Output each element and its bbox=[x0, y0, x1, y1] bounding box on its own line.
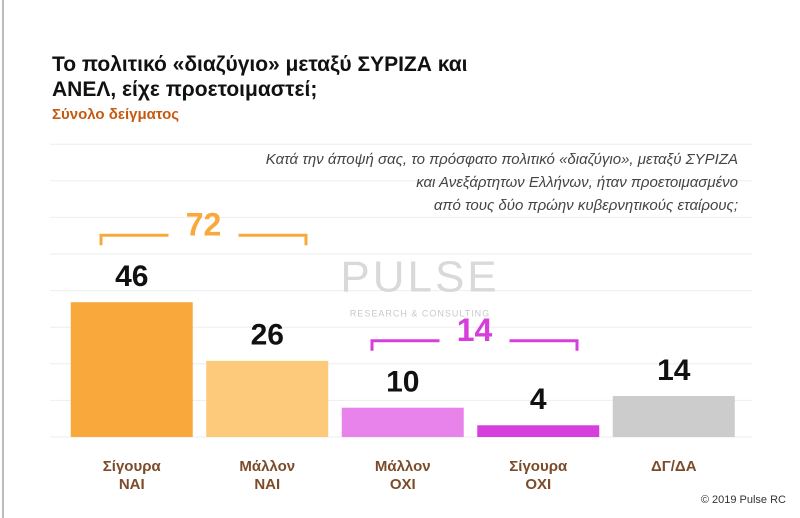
watermark-tagline: RESEARCH & CONSULTING bbox=[350, 308, 490, 318]
group-bracket bbox=[370, 339, 579, 351]
question-line: από τους δύο πρώην κυβερνητικούς εταίρου… bbox=[433, 197, 738, 214]
chart-subtitle: Σύνολο δείγματος bbox=[52, 106, 180, 123]
data-label: 46 bbox=[115, 260, 148, 293]
question-line: Κατά την άποψή σας, το πρόσφατο πολιτικό… bbox=[265, 151, 738, 168]
bar bbox=[477, 425, 600, 437]
group-bracket bbox=[99, 233, 308, 246]
question: Κατά την άποψή σας, το πρόσφατο πολιτικό… bbox=[266, 148, 738, 217]
data-label: 10 bbox=[386, 366, 419, 399]
data-label: 14 bbox=[657, 354, 691, 387]
x-tick-label: Σίγουρα ΝΑΙ bbox=[102, 458, 161, 493]
question-line: και Ανεξάρτητων Ελλήνων, ήταν προετοιμασ… bbox=[416, 174, 738, 191]
footer: © 2019 Pulse RC bbox=[700, 494, 786, 506]
bar bbox=[70, 302, 193, 437]
data-label: 4 bbox=[530, 383, 547, 416]
data-label: 26 bbox=[251, 319, 284, 352]
bar bbox=[612, 395, 735, 437]
x-tick-label: Μάλλον ΟΧΙ bbox=[374, 458, 431, 493]
x-tick-label: ΔΓ/ΔΑ bbox=[650, 458, 697, 475]
x-tick-label: Σίγουρα ΟΧΙ bbox=[509, 458, 568, 493]
watermark-name: PULSE bbox=[340, 253, 499, 302]
x-tick-label: Μάλλον ΝΑΙ bbox=[239, 458, 296, 493]
bar bbox=[206, 360, 329, 437]
bar bbox=[341, 407, 464, 437]
group-total: 14 bbox=[457, 312, 493, 348]
group-total: 72 bbox=[186, 207, 222, 243]
chart-title: Το πολιτικό «διαζύγιο» μεταξύ ΣΥΡΙΖΑ και… bbox=[52, 53, 468, 101]
